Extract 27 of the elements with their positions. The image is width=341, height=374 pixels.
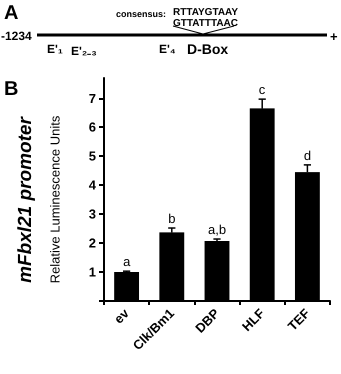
text: mFbxl21 promoter (14, 116, 37, 282)
x-tick-label: TEF (284, 306, 313, 334)
annotation: d (304, 148, 312, 163)
text: E'₁ (47, 42, 63, 56)
y-tick-label: 2 (88, 236, 96, 251)
annotation: a,b (208, 222, 226, 238)
text: B (4, 78, 18, 101)
text: RTTAYGTAAY (173, 7, 238, 18)
text: A (4, 2, 18, 25)
text: E'₂₋₃ (71, 43, 97, 59)
annotation: a (123, 254, 130, 270)
text: E'₄ (159, 42, 176, 56)
y-tick-label: 6 (88, 120, 96, 135)
y-tick-label: 3 (88, 206, 96, 222)
annotation: c (258, 82, 266, 98)
text: D-Box (187, 41, 228, 57)
annotation: b (168, 211, 176, 226)
text: GTTATTTAAC (173, 18, 238, 29)
y-axis-title: Relative Luminescence Units (47, 116, 62, 284)
y-tick-label: 4 (88, 178, 97, 193)
text: + (330, 29, 338, 44)
y-tick-label: 5 (88, 148, 96, 164)
text: consensus: (116, 9, 166, 19)
y-tick-label: 1 (88, 264, 96, 280)
text: -1234 (1, 29, 32, 43)
y-tick-label: 7 (88, 90, 96, 106)
x-tick-label: ev (111, 305, 132, 327)
